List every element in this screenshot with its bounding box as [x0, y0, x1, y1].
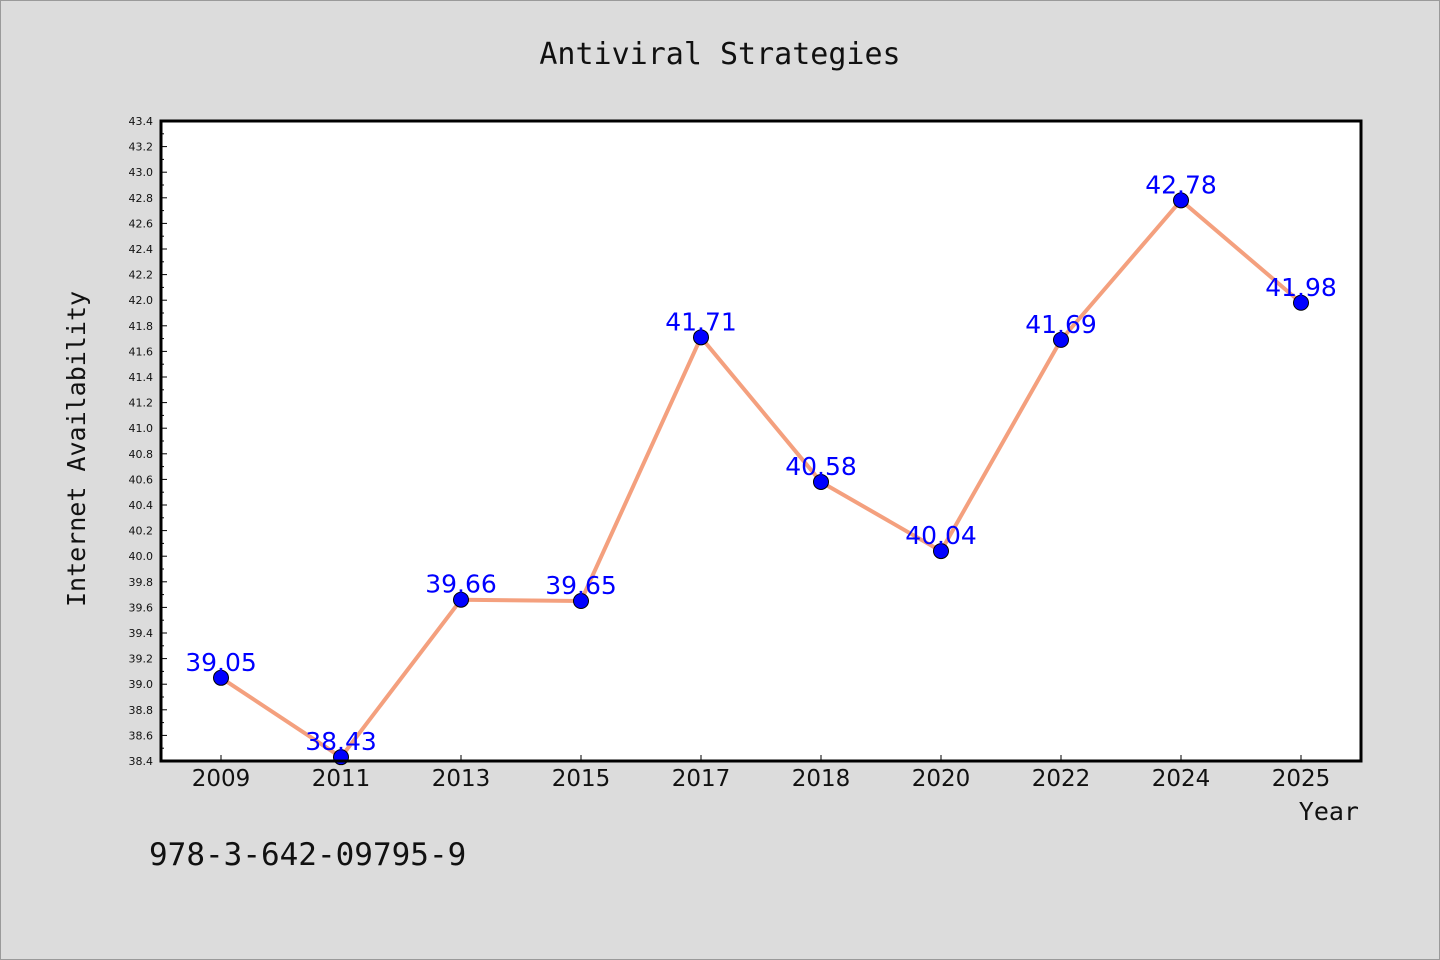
- plot-area: [161, 121, 1361, 761]
- y-tick-label: 39.6: [129, 601, 154, 614]
- y-axis-ticks: 38.4 38.6 38.8 39.0 39.2 39.4 39.6 39.8 40.0 40.2…: [129, 115, 167, 768]
- data-point-label: 42.78: [1145, 170, 1217, 199]
- plot-frame: [159, 119, 1363, 763]
- y-tick-label: 41.6: [129, 345, 154, 358]
- x-axis-title: Year: [1299, 797, 1359, 826]
- series-markers: [213, 192, 1309, 766]
- y-tick-label: 40.6: [129, 473, 154, 486]
- data-point-label: 40.58: [785, 452, 857, 481]
- data-point-label: 40.04: [905, 521, 977, 550]
- data-point-marker: [213, 669, 229, 686]
- data-point-marker: [1053, 331, 1069, 348]
- x-tick-label: 2009: [192, 766, 251, 792]
- y-tick-label: 43.2: [129, 141, 154, 154]
- y-tick-label: 41.0: [129, 422, 154, 435]
- chart-title: Antiviral Strategies: [539, 37, 900, 72]
- y-tick-label: 41.2: [129, 397, 154, 410]
- data-point-marker: [693, 329, 709, 346]
- data-point-marker: [813, 473, 829, 490]
- series-line: [219, 198, 1303, 760]
- y-tick-label: 40.0: [129, 550, 154, 563]
- x-tick-label: 2017: [672, 766, 731, 792]
- y-tick-label: 42.8: [129, 192, 154, 205]
- y-tick-label: 40.2: [129, 525, 154, 538]
- y-tick-label: 43.0: [129, 166, 154, 179]
- footer-isbn-text: 978-3-642-09795-9: [149, 837, 466, 873]
- y-tick-label: 38.6: [129, 729, 154, 742]
- data-point-label: 39.05: [185, 648, 257, 677]
- x-tick-label: 2024: [1152, 766, 1211, 792]
- y-tick-label: 42.6: [129, 217, 154, 230]
- data-point-marker: [453, 591, 469, 608]
- data-point-marker: [1173, 192, 1189, 209]
- data-point-label: 39.66: [425, 570, 497, 599]
- x-tick-label: 2013: [432, 766, 491, 792]
- data-point-marker: [573, 593, 589, 609]
- x-tick-label: 2022: [1032, 766, 1091, 792]
- x-tick-label: 2020: [912, 766, 971, 792]
- data-point-label: 41.71: [665, 307, 737, 336]
- data-point-marker: [933, 543, 949, 560]
- y-tick-label: 39.8: [129, 576, 154, 589]
- y-tick-label: 38.4: [129, 755, 154, 768]
- x-axis-ticks: 2009 2011 2013 2015 2017 2018 2020 2022 2024 2025: [192, 755, 1331, 792]
- data-point-label: 39.65: [545, 571, 617, 600]
- y-tick-label: 39.4: [129, 627, 154, 640]
- x-tick-label: 2018: [792, 766, 851, 792]
- data-point-label: 41.98: [1265, 273, 1337, 302]
- y-tick-label: 39.2: [129, 653, 154, 666]
- y-tick-label: 40.4: [129, 499, 154, 512]
- y-tick-label: 39.0: [129, 678, 154, 691]
- data-point-label: 38.43: [305, 727, 377, 756]
- data-point-marker: [1293, 294, 1309, 311]
- y-axis-title: Internet Availability: [62, 291, 91, 607]
- y-tick-label: 41.4: [129, 371, 154, 384]
- y-tick-label: 42.0: [129, 294, 154, 307]
- y-tick-label: 38.8: [129, 704, 154, 717]
- x-tick-label: 2015: [552, 766, 611, 792]
- series-line-group: [219, 198, 1303, 760]
- y-tick-label: 40.8: [129, 448, 154, 461]
- x-tick-label: 2025: [1272, 766, 1331, 792]
- x-tick-label: 2011: [312, 766, 371, 792]
- y-tick-label: 41.8: [129, 320, 154, 333]
- y-tick-label: 42.4: [129, 243, 154, 256]
- data-labels: 39.05 38.43 39.66 39.65 41.71 40.58 40.04 41.69…: [185, 170, 1337, 756]
- y-tick-label: 42.2: [129, 269, 154, 282]
- y-tick-label: 43.4: [129, 115, 154, 128]
- data-point-label: 41.69: [1025, 310, 1097, 339]
